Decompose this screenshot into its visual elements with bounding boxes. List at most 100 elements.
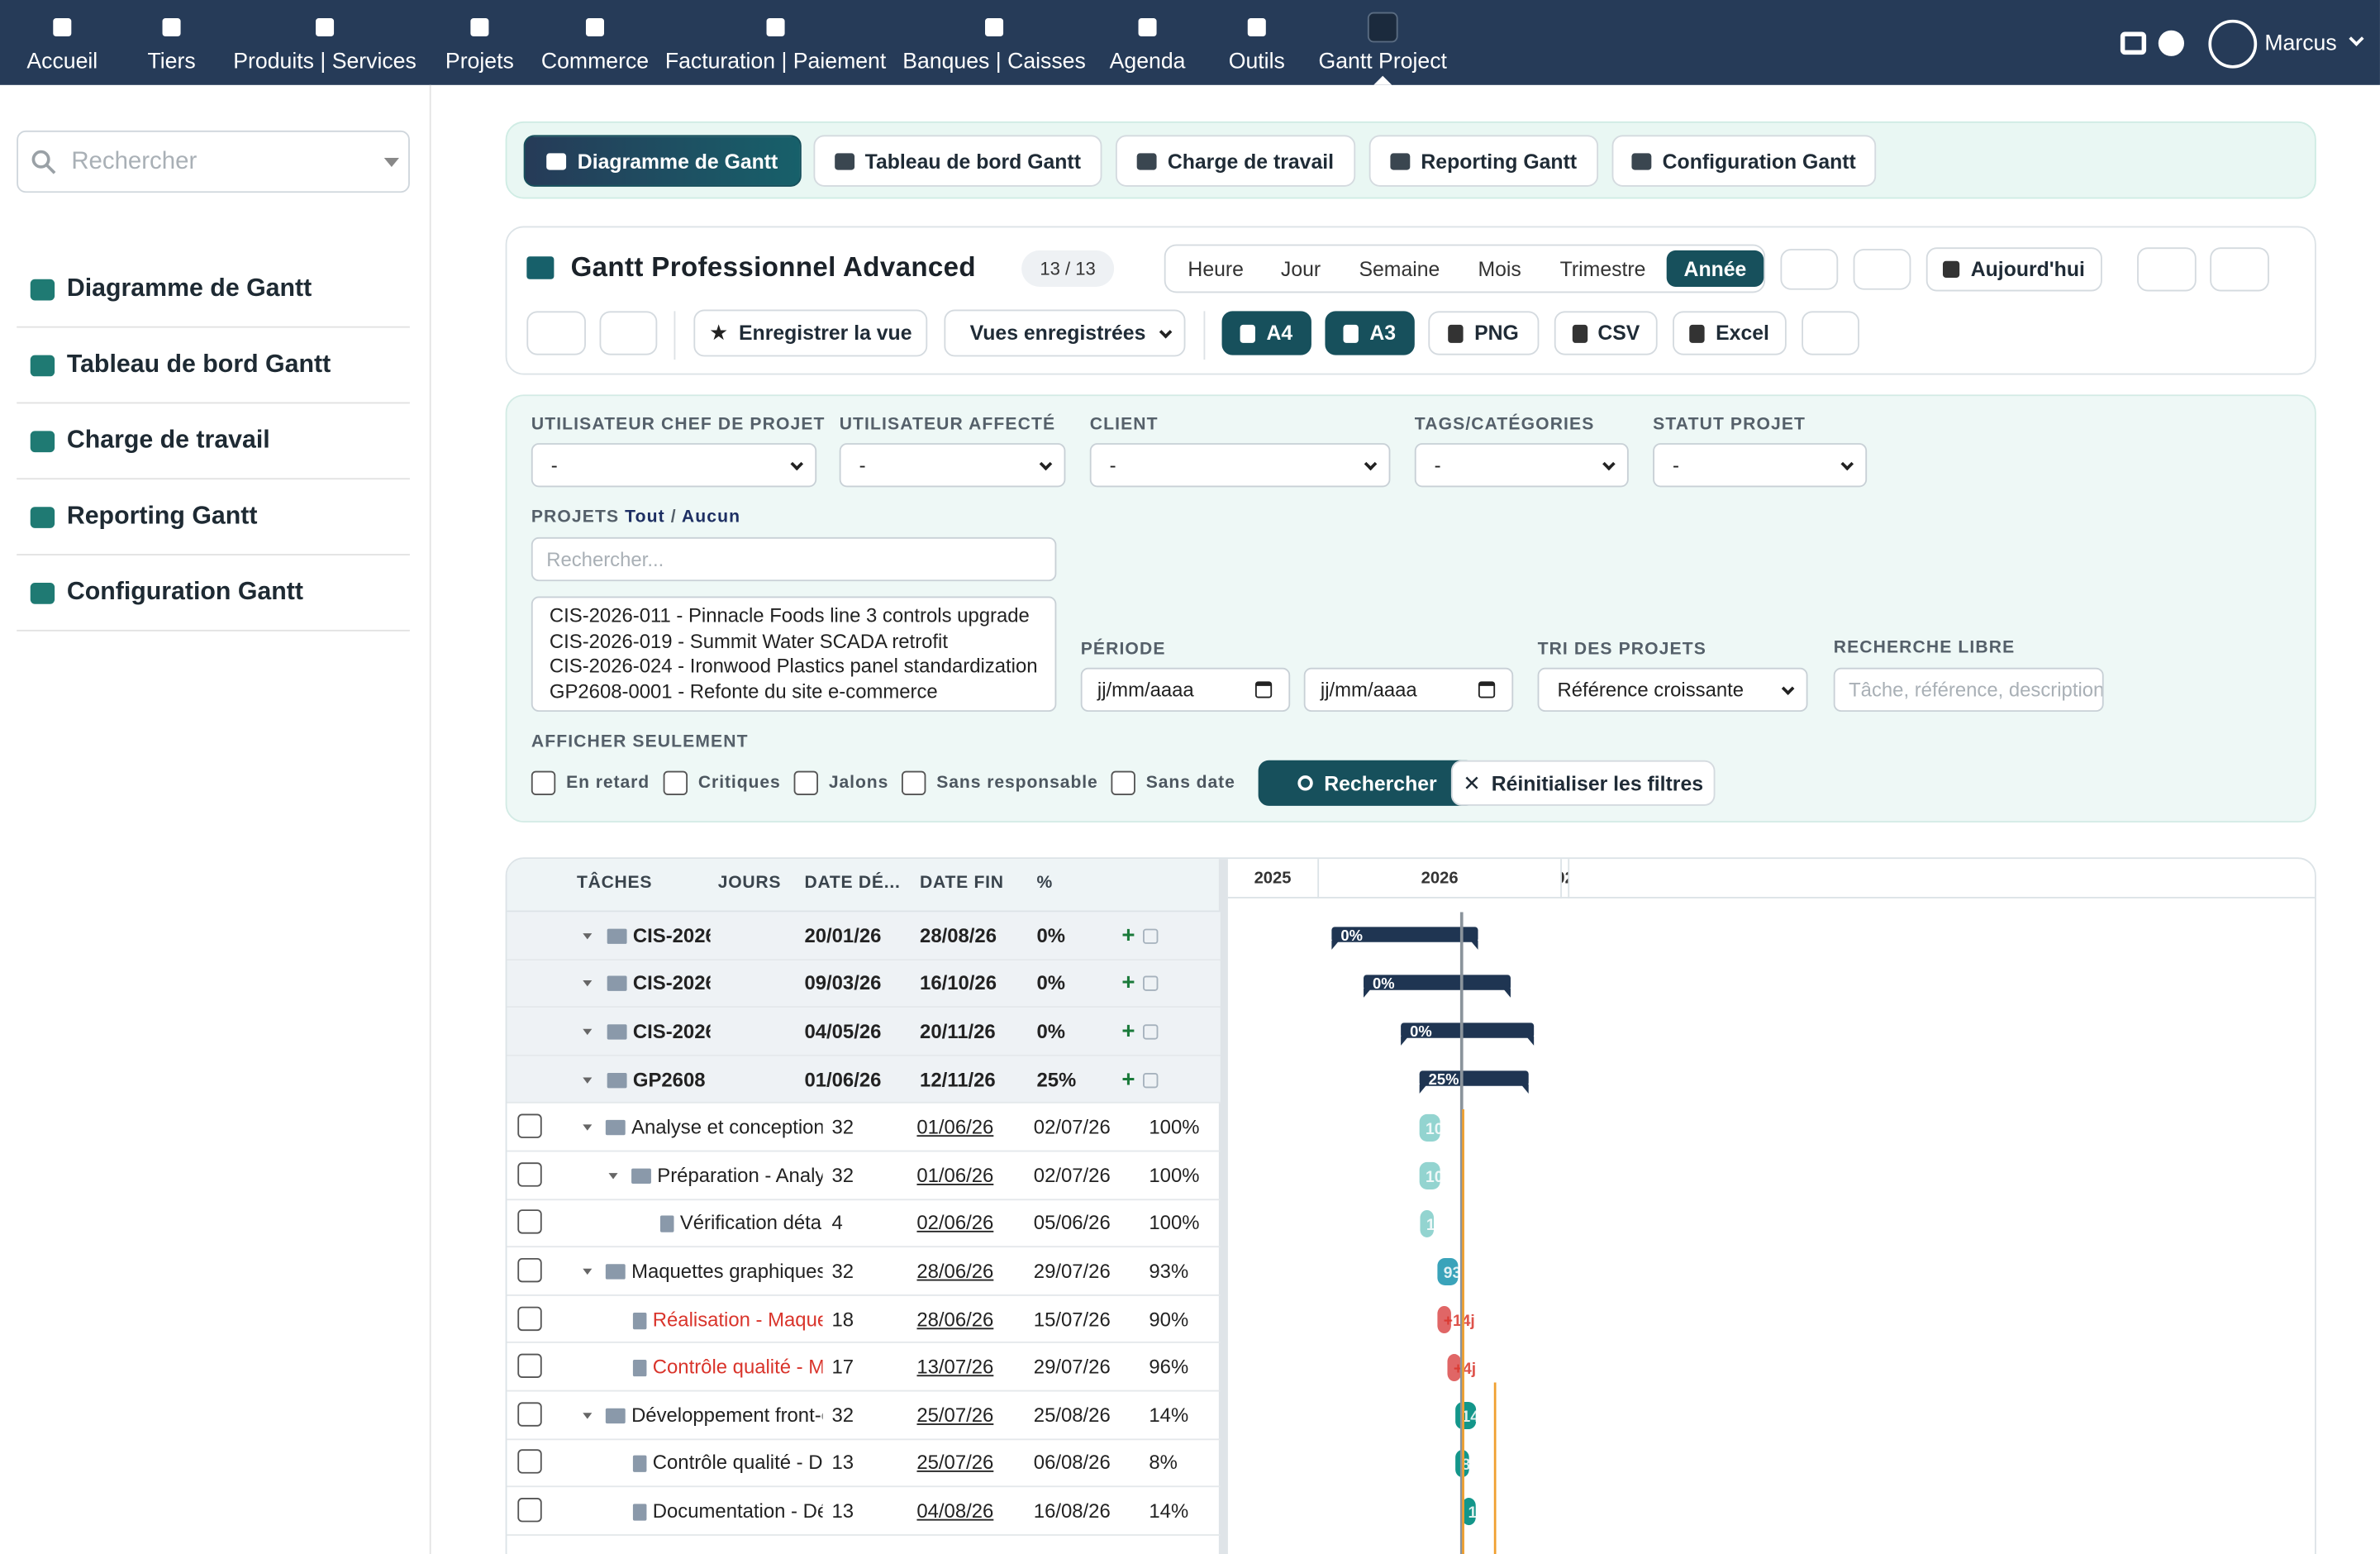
filter-select[interactable]: - — [1653, 443, 1868, 488]
add-task-button[interactable]: + — [1121, 970, 1135, 997]
row-checkbox[interactable] — [517, 1161, 542, 1187]
tab[interactable]: Reporting Gantt — [1368, 135, 1599, 187]
select-none-link[interactable]: Aucun — [681, 508, 741, 527]
add-task-button[interactable]: + — [1121, 922, 1135, 949]
tab[interactable]: Diagramme de Gantt — [523, 135, 802, 187]
open-link-icon[interactable] — [1143, 976, 1159, 992]
nav-item[interactable]: Tiers — [42, 0, 300, 85]
expand-caret[interactable] — [583, 1124, 593, 1132]
scale-button[interactable]: Heure — [1188, 257, 1244, 280]
sidebar-item[interactable]: Reporting Gantt — [17, 479, 410, 555]
export-button[interactable]: Excel — [1673, 311, 1787, 355]
project-option[interactable]: CIS-2026-011 - Pinnacle Foods line 3 con… — [549, 603, 1030, 627]
expand-caret[interactable] — [583, 1268, 593, 1275]
print-button[interactable] — [1802, 311, 1859, 355]
filter-select[interactable]: - — [1089, 443, 1391, 488]
filter-checkbox[interactable]: Jalons — [793, 770, 889, 797]
row-checkbox[interactable] — [517, 1209, 542, 1235]
filter-checkbox[interactable]: Sans date — [1111, 770, 1235, 797]
tab[interactable]: Tableau de bord Gantt — [813, 135, 1102, 187]
nav-item[interactable]: Agenda — [1018, 0, 1276, 85]
reset-button[interactable]: ✕ Réinitialiser les filtres — [1450, 760, 1716, 806]
task-start[interactable]: 28/06/26 — [916, 1307, 994, 1331]
row-checkbox[interactable] — [517, 1353, 542, 1379]
task-start[interactable]: 04/08/26 — [916, 1499, 994, 1523]
today-button[interactable]: Aujourd'hui — [1925, 247, 2102, 292]
search-button[interactable]: Rechercher — [1258, 760, 1478, 806]
date-input[interactable]: jj/mm/aaaa — [1303, 667, 1514, 713]
sidebar-item[interactable]: Charge de travail — [17, 403, 410, 480]
add-task-button[interactable]: + — [1121, 1018, 1135, 1045]
undo-button[interactable] — [2137, 247, 2197, 292]
filter-checkbox[interactable]: Sans responsable — [901, 770, 1098, 797]
filter-select[interactable]: - — [531, 443, 817, 488]
user-menu[interactable]: Marcus — [2208, 19, 2375, 69]
sidebar-item[interactable]: Tableau de bord Gantt — [17, 328, 410, 404]
sidebar-search[interactable]: Rechercher — [17, 130, 410, 193]
task-start[interactable]: 13/07/26 — [916, 1355, 994, 1379]
project-option[interactable]: GP2608-0001 - Refonte du site e-commerce — [549, 679, 938, 703]
row-checkbox[interactable] — [517, 1113, 542, 1139]
sort-select[interactable]: Référence croissante — [1537, 667, 1808, 713]
expand-caret[interactable] — [583, 1028, 593, 1036]
task-start[interactable]: 28/06/26 — [916, 1259, 994, 1283]
refresh-button[interactable] — [526, 311, 586, 355]
nav-item[interactable]: Produits | Services — [196, 0, 454, 85]
date-input[interactable]: jj/mm/aaaa — [1080, 667, 1291, 713]
nav-item[interactable]: Outils — [1128, 0, 1386, 85]
tab[interactable]: Configuration Gantt — [1611, 135, 1877, 187]
expand-caret[interactable] — [583, 1412, 593, 1419]
filter-checkbox[interactable]: En retard — [531, 770, 650, 797]
row-checkbox[interactable] — [517, 1257, 542, 1283]
task-start[interactable]: 02/06/26 — [916, 1211, 994, 1235]
select-all-link[interactable]: Tout — [625, 508, 665, 527]
expand-caret[interactable] — [608, 1172, 618, 1180]
add-task-button[interactable]: + — [1121, 1065, 1135, 1093]
zoom-in-button[interactable] — [1780, 249, 1839, 290]
export-button[interactable]: A3 — [1325, 311, 1415, 355]
open-link-icon[interactable] — [1143, 1024, 1159, 1040]
sidebar-item[interactable]: Diagramme de Gantt — [17, 252, 410, 328]
redo-button[interactable] — [2210, 247, 2269, 292]
print-icon[interactable] — [2120, 31, 2147, 55]
nav-item[interactable]: Banques | Caisses — [865, 0, 1123, 85]
nav-item[interactable]: Commerce — [466, 0, 724, 85]
nav-item[interactable]: Projets — [350, 0, 608, 85]
save-view-button[interactable]: ★ Enregistrer la vue — [693, 309, 928, 357]
zoom-out-button[interactable] — [1853, 249, 1911, 290]
export-button[interactable]: A4 — [1221, 311, 1311, 355]
task-start[interactable]: 25/07/26 — [916, 1403, 994, 1427]
nav-item[interactable]: Accueil — [0, 0, 191, 85]
nav-item[interactable]: Facturation | Paiement — [646, 0, 904, 85]
free-search-input[interactable]: Tâche, référence, description — [1833, 667, 2104, 713]
scale-button[interactable]: Mois — [1478, 257, 1521, 280]
scale-button[interactable]: Année — [1666, 250, 1764, 287]
row-checkbox[interactable] — [517, 1498, 542, 1523]
filter-select[interactable]: - — [839, 443, 1066, 488]
sidebar-item[interactable]: Configuration Gantt — [17, 555, 410, 632]
projects-listbox[interactable]: CIS-2026-011 - Pinnacle Foods line 3 con… — [531, 596, 1057, 713]
project-option[interactable]: CIS-2026-019 - Summit Water SCADA retrof… — [549, 629, 949, 652]
export-button[interactable]: CSV — [1554, 311, 1658, 355]
scale-button[interactable]: Jour — [1280, 257, 1321, 280]
saved-views-select[interactable]: Vues enregistrées — [944, 309, 1186, 357]
row-checkbox[interactable] — [517, 1450, 542, 1475]
expand-caret[interactable] — [583, 932, 593, 940]
filter-checkbox[interactable]: Critiques — [663, 770, 781, 797]
task-start[interactable]: 25/07/26 — [916, 1451, 994, 1475]
scale-button[interactable]: Trimestre — [1559, 257, 1646, 280]
export-button[interactable]: PNG — [1428, 311, 1540, 355]
filter-select[interactable]: - — [1414, 443, 1629, 488]
open-link-icon[interactable] — [1143, 1072, 1159, 1088]
open-link-icon[interactable] — [1143, 928, 1159, 944]
expand-caret[interactable] — [583, 1076, 593, 1084]
projects-search[interactable]: Rechercher... — [531, 536, 1057, 582]
tab[interactable]: Charge de travail — [1115, 135, 1356, 187]
nav-item[interactable]: Gantt Project — [1254, 0, 1511, 85]
project-option[interactable]: CIS-2026-024 - Ironwood Plastics panel s… — [549, 655, 1038, 678]
row-checkbox[interactable] — [517, 1401, 542, 1427]
fullscreen-button[interactable] — [599, 311, 658, 355]
row-checkbox[interactable] — [517, 1305, 542, 1331]
help-icon[interactable] — [2158, 30, 2185, 56]
task-start[interactable]: 01/06/26 — [916, 1115, 994, 1139]
